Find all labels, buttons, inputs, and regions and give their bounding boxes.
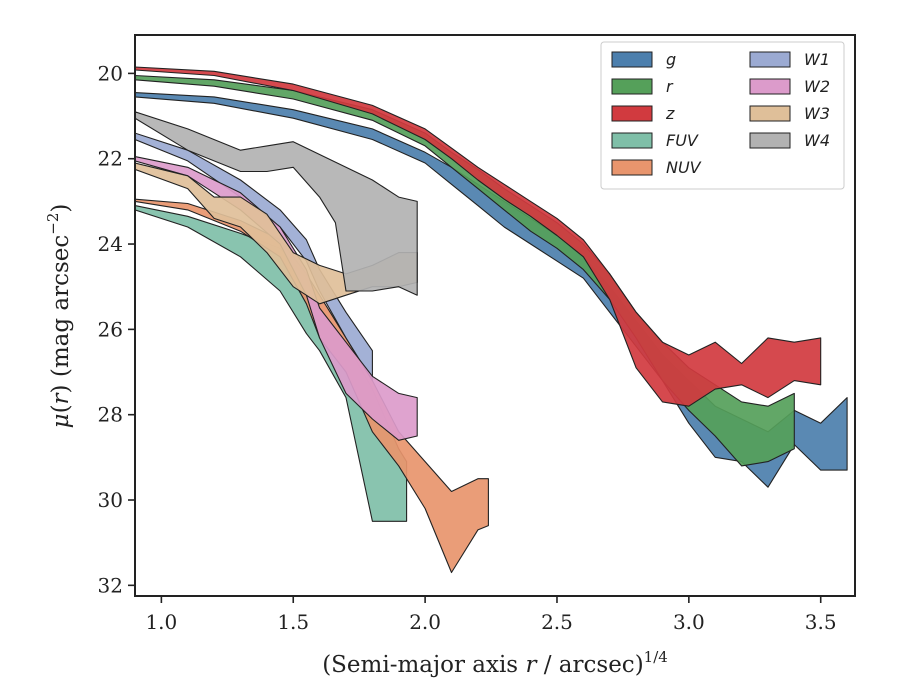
plot-frame xyxy=(134,34,856,597)
profile-bands xyxy=(135,66,848,574)
y-tick-label: 26 xyxy=(98,317,123,341)
legend-label-w4: W4 xyxy=(804,131,830,150)
legend-swatch-fuv xyxy=(611,132,653,149)
legend-swatch-nuv xyxy=(611,159,653,176)
legend-label-g: g xyxy=(666,50,676,69)
y-tick-label: 22 xyxy=(98,147,123,171)
x-axis: 1.0 1.5 2.0 2.5 3.0 3.5 xyxy=(145,596,837,634)
y-tick-label: 28 xyxy=(98,403,123,427)
legend-swatch-w3 xyxy=(749,105,791,122)
legend: grz FUV NUV W1 W2 W3 W4 xyxy=(600,41,845,190)
y-tick-label: 30 xyxy=(98,488,123,512)
y-axis-label: μ(r) (mag arcsec−2) xyxy=(44,204,74,429)
legend-swatch-w4 xyxy=(749,132,791,149)
legend-swatch-w1 xyxy=(749,51,791,68)
x-tick-label: 3.5 xyxy=(805,610,837,634)
legend-swatch-r xyxy=(611,78,653,95)
x-tick-label: 2.5 xyxy=(541,610,573,634)
y-tick-label: 24 xyxy=(98,232,123,256)
legend-label-r: r xyxy=(666,77,674,96)
legend-label-w1: W1 xyxy=(804,50,830,69)
x-tick-label: 3.0 xyxy=(673,610,705,634)
band-z xyxy=(135,66,822,407)
y-tick-label: 32 xyxy=(98,573,123,597)
legend-label-nuv: NUV xyxy=(666,158,702,177)
legend-swatch-w2 xyxy=(749,78,791,95)
x-tick-label: 2.0 xyxy=(409,610,441,634)
band-w4 xyxy=(135,111,418,296)
legend-label-z: z xyxy=(665,104,675,123)
legend-label-w2: W2 xyxy=(804,77,830,96)
legend-label-fuv: FUV xyxy=(666,131,699,150)
legend-label-w3: W3 xyxy=(804,104,830,123)
y-tick-label: 20 xyxy=(98,61,123,85)
legend-swatch-g xyxy=(611,51,653,68)
legend-swatch-z xyxy=(611,105,653,122)
x-tick-label: 1.0 xyxy=(145,610,177,634)
x-axis-label: (Semi-major axis r / arcsec)1/4 xyxy=(322,648,668,678)
x-tick-label: 1.5 xyxy=(277,610,309,634)
y-axis: 20 22 24 26 28 30 32 xyxy=(98,61,135,597)
